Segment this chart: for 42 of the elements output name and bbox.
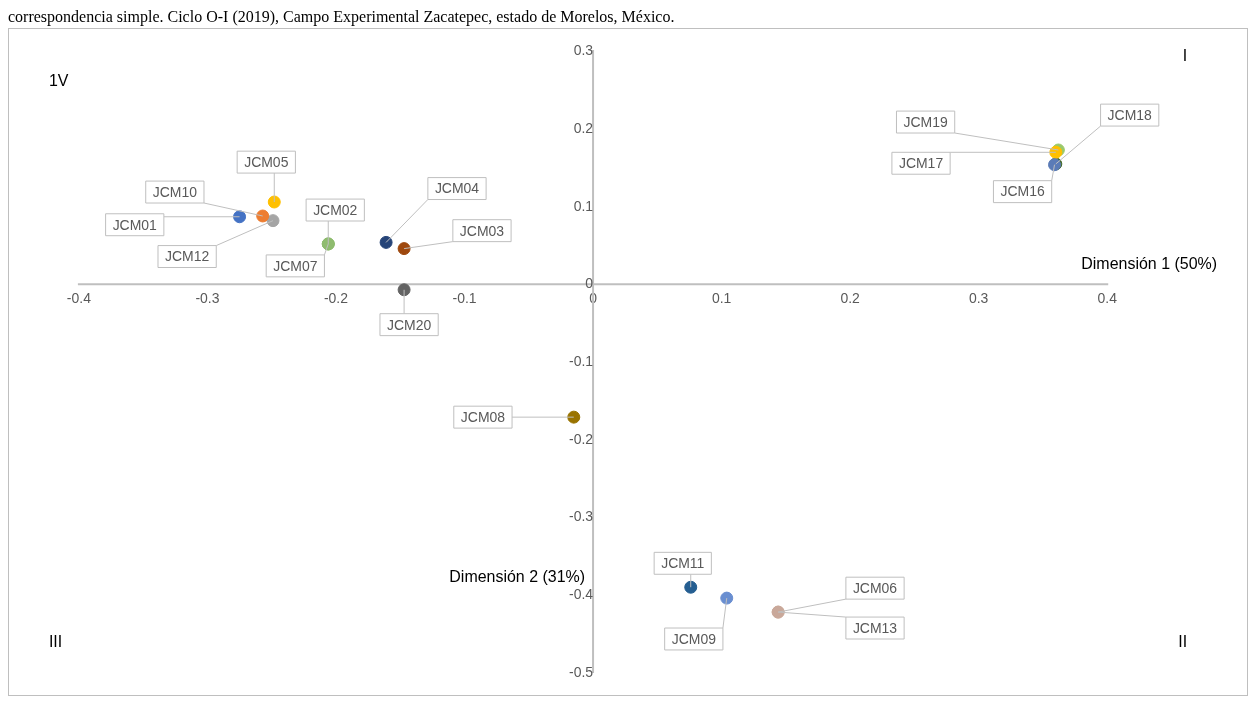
text: JCM10 xyxy=(152,183,198,200)
text: JCM09 xyxy=(671,630,717,647)
chart-title: correspondencia simple. Ciclo O-I (2019), Campo Experimental Zacatepec, estado de Morelos, México. xyxy=(8,8,676,28)
y-tick-label: -0.1 xyxy=(568,352,594,369)
text: JCM03 xyxy=(459,222,505,239)
x-tick-label: -0.4 xyxy=(66,289,92,306)
text: 1V xyxy=(48,71,69,89)
x-axis-title: Dimensión 1 (50%) xyxy=(1081,254,1218,272)
y-tick-label: -0.4 xyxy=(568,585,594,602)
x-tick-label: -0.2 xyxy=(323,289,349,306)
y-tick-label: -0.3 xyxy=(568,508,594,525)
text: JCM08 xyxy=(460,409,506,425)
text: II xyxy=(1178,633,1188,651)
x-tick-label: 0.2 xyxy=(840,289,861,306)
text: I xyxy=(1182,46,1188,64)
y-tick-label: -0.5 xyxy=(568,663,594,680)
y-tick-label: 0.3 xyxy=(573,42,594,59)
x-tick-label: 0.1 xyxy=(711,289,732,306)
text: III xyxy=(48,633,63,651)
text: JCM05 xyxy=(244,153,289,170)
text: JCM18 xyxy=(1107,106,1153,123)
series-label: JCM20 xyxy=(386,316,432,333)
x-tick-label: -0.3 xyxy=(195,289,220,306)
text: JCM17 xyxy=(898,155,944,172)
text: JCM13 xyxy=(852,619,898,636)
text: JCM01 xyxy=(112,216,158,233)
y-tick-label: 0 xyxy=(585,275,594,292)
text: JCM06 xyxy=(852,580,898,596)
x-tick-label: -0.1 xyxy=(452,289,477,306)
y-axis-title: Dimensión 2 (31%) xyxy=(449,568,586,586)
text: JCM04 xyxy=(434,180,480,197)
y-tick-label: -0.2 xyxy=(568,430,594,447)
y-tick-label: 0.2 xyxy=(573,119,594,136)
text: JCM19 xyxy=(903,113,948,130)
x-tick-label: 0.4 xyxy=(1097,289,1118,306)
series-label: JCM16 xyxy=(1000,183,1045,200)
series-label: JCM02 xyxy=(313,201,358,218)
x-tick-label: 0.3 xyxy=(968,289,989,306)
series-label: JCM07 xyxy=(273,257,318,274)
text: JCM12 xyxy=(165,248,210,265)
series-label: JCM11 xyxy=(661,555,705,572)
y-tick-label: 0.1 xyxy=(573,197,594,214)
